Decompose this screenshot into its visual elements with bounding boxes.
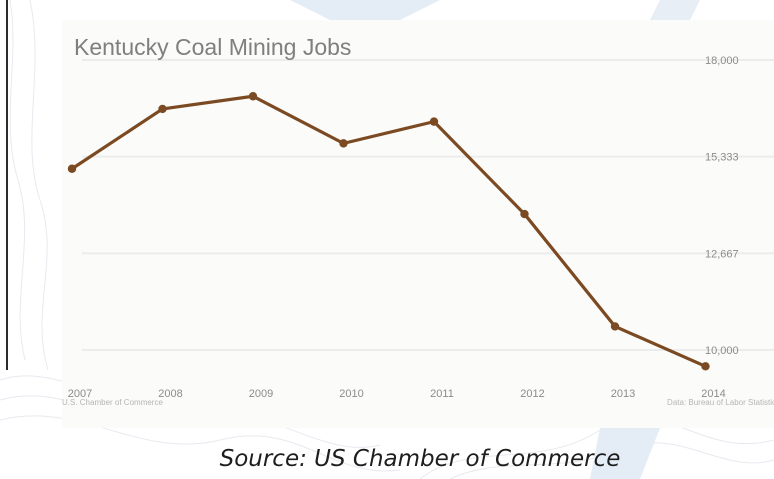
- data-point: [429, 117, 439, 126]
- data-point: [520, 209, 529, 219]
- data-credit-footnote: Data: Bureau of Labor Statistics: [667, 398, 774, 407]
- left-panel-frame: [0, 0, 8, 370]
- chart-card: 2007 2008 2009 2010 2011 2012 2013 2014 18,000 1…: [62, 20, 774, 428]
- data-point: [67, 164, 77, 173]
- line-chart: 2007 2008 2009 2010 2011 2012 2013 2014 18,000 1…: [67, 55, 774, 400]
- y-tick-label: 15,333: [705, 152, 739, 164]
- y-tick-label: 10,000: [705, 345, 739, 357]
- data-point: [339, 139, 348, 148]
- x-tick-label: 2014: [701, 388, 725, 400]
- image-caption: Source: US Chamber of Commerce: [219, 446, 621, 472]
- x-tick-label: 2011: [430, 388, 454, 400]
- x-tick-label: 2010: [339, 388, 363, 400]
- x-tick-label: 2013: [611, 388, 635, 400]
- data-point: [248, 92, 258, 101]
- data-point: [158, 104, 167, 114]
- source-footnote: U.S. Chamber of Commerce: [62, 398, 163, 407]
- x-tick-label: 2012: [520, 388, 544, 400]
- x-tick-label: 2009: [249, 388, 273, 400]
- x-tick-label: 2007: [68, 388, 92, 400]
- data-point: [701, 362, 710, 371]
- chart-title: Kentucky Coal Mining Jobs: [74, 34, 352, 60]
- series-line: [70, 94, 708, 368]
- y-tick-label: 12,667: [705, 248, 739, 260]
- data-point: [610, 322, 620, 331]
- y-tick-label: 18,000: [705, 55, 739, 67]
- x-tick-label: 2008: [158, 388, 182, 400]
